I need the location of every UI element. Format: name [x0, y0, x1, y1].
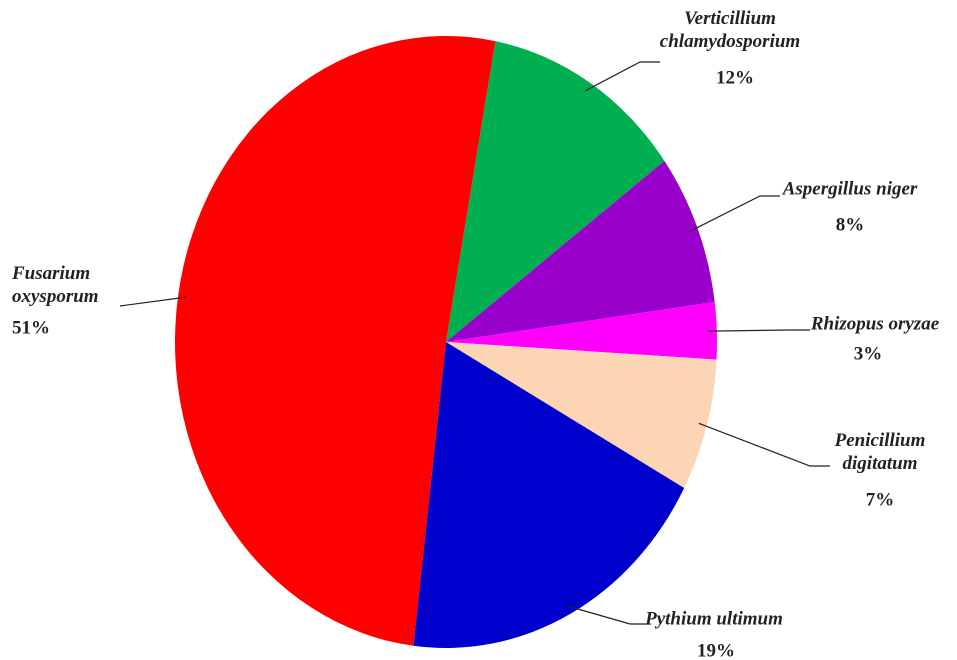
pie-slice [446, 302, 717, 360]
slice-label: Verticillium chlamydosporium [660, 8, 800, 52]
value-label: 8% [836, 214, 865, 235]
leader-line [689, 195, 780, 232]
pie-slice [446, 160, 715, 342]
value-label: 7% [866, 489, 895, 510]
leader-line [708, 329, 810, 332]
slice-label: Pythium ultimum [644, 608, 783, 629]
pie-slice [175, 36, 496, 646]
slice-label: Aspergillus niger [782, 178, 918, 199]
leader-line [698, 422, 830, 467]
pie-slice [413, 342, 685, 649]
leader-line [566, 605, 650, 625]
slice-label: Penicillium digitatum [834, 430, 926, 474]
leader-line [119, 296, 187, 307]
pie-slice [446, 342, 717, 489]
slice-label: Fusarium oxysporum [11, 263, 99, 307]
value-label: 3% [854, 343, 883, 364]
value-label: 51% [12, 317, 50, 338]
leader-line [585, 61, 660, 92]
pie-slice [446, 41, 665, 343]
slice-label: Rhizopus oryzae [810, 313, 940, 334]
value-label: 12% [716, 67, 754, 88]
value-label: 19% [697, 640, 735, 660]
